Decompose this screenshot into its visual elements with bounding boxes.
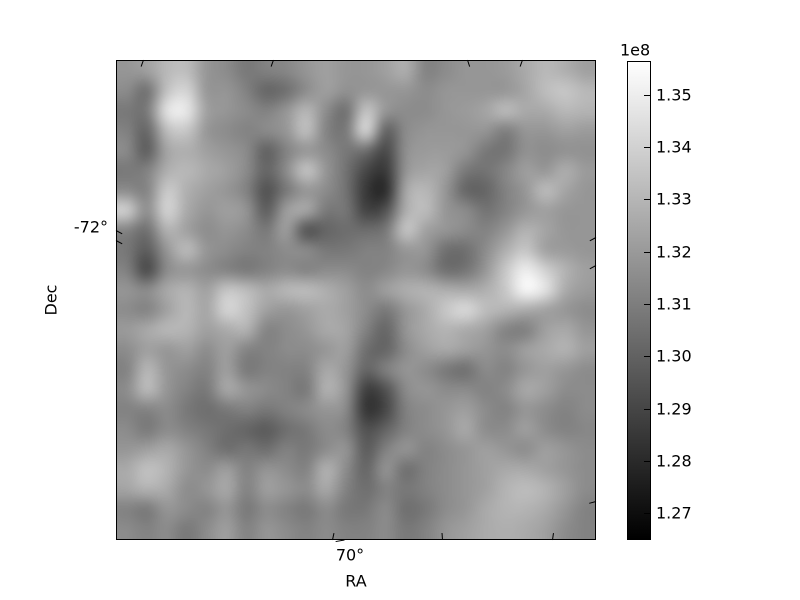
colorbar-tick (644, 252, 650, 254)
colorbar-tick (644, 147, 650, 149)
x-tick-label: 70° (335, 545, 365, 565)
colorbar-offset-label: 1e8 (620, 40, 651, 60)
colorbar-tick-label: 1.35 (656, 85, 692, 105)
colorbar-tick (644, 95, 650, 96)
heatmap-image (117, 61, 595, 539)
colorbar-tick (644, 460, 650, 462)
colorbar-tick-label: 1.31 (656, 294, 692, 314)
colorbar-tick-label: 1.30 (656, 346, 692, 366)
colorbar-tick (644, 512, 650, 514)
colorbar-tick-label: 1.32 (656, 242, 692, 262)
y-tick-label: -72° (73, 217, 108, 237)
axis-tick (335, 539, 345, 543)
colorbar-tick (644, 198, 650, 200)
colorbar-tick-label: 1.29 (656, 399, 692, 419)
colorbar-tick (644, 303, 650, 305)
colorbar-tick-label: 1.28 (656, 451, 692, 471)
plot-area (116, 60, 596, 540)
colorbar-tick (644, 408, 650, 410)
colorbar-tick-label: 1.33 (656, 189, 692, 209)
x-axis-label: RA (345, 571, 367, 591)
colorbar-tick-label: 1.34 (656, 137, 692, 157)
colorbar-tick (644, 356, 650, 358)
colorbar-tick-label: 1.27 (656, 503, 692, 523)
colorbar (627, 61, 651, 540)
y-axis-label: Dec (41, 284, 61, 316)
